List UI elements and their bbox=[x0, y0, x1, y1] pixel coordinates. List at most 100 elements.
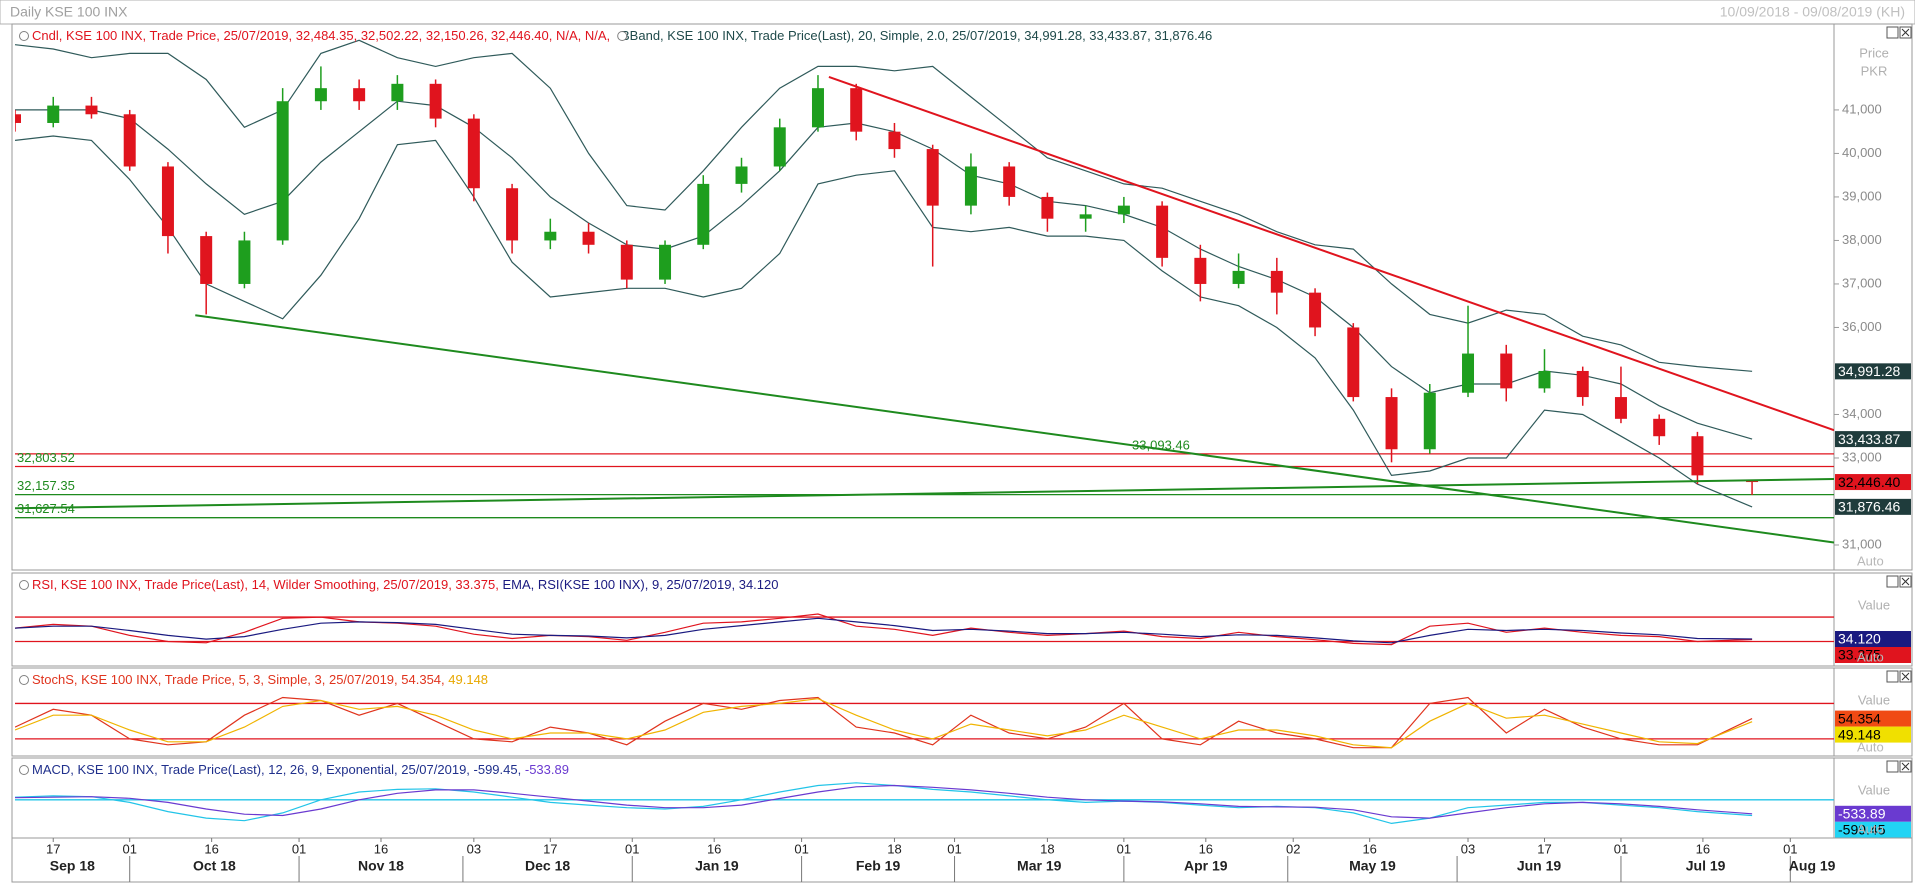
value-badge bbox=[1835, 431, 1911, 448]
x-tick-label: 16 bbox=[1362, 841, 1376, 856]
x-axis-band bbox=[11, 837, 1913, 883]
candle-body bbox=[1041, 196, 1054, 219]
y-tick-label: 40,000 bbox=[1842, 145, 1882, 160]
panel: 33,093.46 32,803.52 32,157.35 31,627.54 31,0… bbox=[11, 23, 1913, 571]
series-line bbox=[15, 696, 1753, 749]
legend-entry: Cndl, KSE 100 INX, Trade Price, 25/07/20… bbox=[32, 28, 610, 43]
panel-button[interactable] bbox=[1886, 26, 1899, 39]
x-tick-label: 01 bbox=[947, 841, 961, 856]
month-label: Sep 18 bbox=[50, 858, 95, 874]
value-badge-label: 31,876.46 bbox=[1838, 499, 1900, 515]
series-line bbox=[15, 782, 1753, 825]
legend-icon bbox=[19, 765, 29, 775]
series-line bbox=[15, 784, 1753, 819]
candle-body bbox=[506, 188, 519, 241]
candle-body bbox=[1614, 397, 1627, 419]
candle-body bbox=[1079, 214, 1092, 219]
y-tick-label: 33,000 bbox=[1842, 449, 1882, 464]
candle-body bbox=[1347, 327, 1360, 398]
candle-body bbox=[353, 88, 366, 102]
trend-line bbox=[15, 477, 1834, 510]
candle-body bbox=[467, 118, 480, 189]
candle-body bbox=[1309, 292, 1322, 328]
reference-line-label: 33,093.46 bbox=[1132, 437, 1190, 452]
axis-title: PKR bbox=[1861, 63, 1888, 78]
panel-button-icon bbox=[1901, 28, 1910, 37]
candle-body bbox=[888, 131, 901, 150]
series-line bbox=[15, 613, 1753, 646]
value-badge-label: -599.45 bbox=[1838, 821, 1886, 837]
value-badge bbox=[1835, 821, 1911, 838]
legend-entry: -533.89 bbox=[525, 762, 569, 777]
candle-body bbox=[1500, 353, 1513, 389]
month-label: Feb 19 bbox=[856, 858, 901, 874]
y-tick-label: 39,000 bbox=[1842, 188, 1882, 203]
legend-entry: BBand, KSE 100 INX, Trade Price(Last), 2… bbox=[621, 28, 1212, 43]
candle-body bbox=[1691, 436, 1704, 476]
panel-button-icon bbox=[1901, 577, 1910, 586]
candle-body bbox=[161, 166, 174, 237]
value-badge-label: -533.89 bbox=[1838, 805, 1886, 821]
value-badge bbox=[1835, 498, 1911, 515]
legend-icon bbox=[19, 580, 29, 590]
plot-area bbox=[15, 39, 1834, 544]
value-badge bbox=[1835, 710, 1911, 727]
value-badge-label: 34.120 bbox=[1838, 631, 1881, 647]
legend: Cndl, KSE 100 INX, Trade Price, 25/07/20… bbox=[32, 28, 1212, 43]
candle-body bbox=[391, 83, 404, 102]
candle-body bbox=[620, 244, 633, 280]
value-badge bbox=[1835, 474, 1911, 491]
series-line bbox=[15, 39, 1753, 372]
candle-body bbox=[964, 166, 977, 206]
candle-body bbox=[1653, 418, 1666, 437]
candle-body bbox=[429, 83, 442, 119]
axis-title: Value bbox=[1858, 692, 1890, 707]
panel-button[interactable] bbox=[1886, 760, 1899, 773]
month-label: Nov 18 bbox=[358, 858, 404, 874]
candle-body bbox=[659, 244, 672, 280]
value-badge bbox=[1835, 726, 1911, 743]
reference-line-label: 31,627.54 bbox=[17, 501, 75, 516]
x-tick-label: 16 bbox=[707, 841, 721, 856]
legend: StochS, KSE 100 INX, Trade Price, 5, 3, … bbox=[32, 672, 488, 687]
x-tick-label: 01 bbox=[122, 841, 136, 856]
value-badge bbox=[1835, 647, 1911, 664]
value-badge-label: 32,446.40 bbox=[1838, 474, 1900, 490]
x-tick-label: 01 bbox=[1783, 841, 1797, 856]
panel-button[interactable] bbox=[1886, 575, 1899, 588]
value-badge bbox=[1835, 631, 1911, 648]
value-badge-label: 54.354 bbox=[1838, 710, 1881, 726]
x-tick-label: 01 bbox=[1614, 841, 1628, 856]
candle-body bbox=[926, 149, 939, 206]
x-tick-label: 01 bbox=[292, 841, 306, 856]
legend-icon bbox=[19, 31, 29, 41]
x-tick-label: 16 bbox=[1199, 841, 1213, 856]
y-tick-label: 38,000 bbox=[1842, 232, 1882, 247]
x-tick-label: 16 bbox=[204, 841, 218, 856]
series-line bbox=[15, 135, 1753, 508]
plot-area bbox=[15, 696, 1834, 749]
candle-body bbox=[1117, 205, 1130, 215]
x-tick-label: 01 bbox=[625, 841, 639, 856]
candle-body bbox=[238, 240, 251, 284]
y-tick-label: 41,000 bbox=[1842, 101, 1882, 116]
month-label: Jan 19 bbox=[695, 858, 739, 874]
candle-body bbox=[1003, 166, 1016, 197]
x-tick-label: 01 bbox=[1117, 841, 1131, 856]
series-line bbox=[15, 100, 1753, 440]
legend: RSI, KSE 100 INX, Trade Price(Last), 14,… bbox=[32, 577, 778, 592]
candle-body bbox=[1538, 370, 1551, 389]
legend-entry: 49.148 bbox=[448, 672, 488, 687]
panel-button[interactable] bbox=[1886, 670, 1899, 683]
legend-icon bbox=[19, 675, 29, 685]
y-tick-label: 31,000 bbox=[1842, 536, 1882, 551]
scale-mode: Auto bbox=[1857, 553, 1884, 568]
x-tick-label: 17 bbox=[543, 841, 557, 856]
candle-body bbox=[1423, 392, 1436, 450]
trend-line bbox=[195, 314, 1834, 544]
candle-body bbox=[123, 114, 136, 167]
panel-frame bbox=[11, 667, 1913, 757]
x-tick-label: 18 bbox=[887, 841, 901, 856]
